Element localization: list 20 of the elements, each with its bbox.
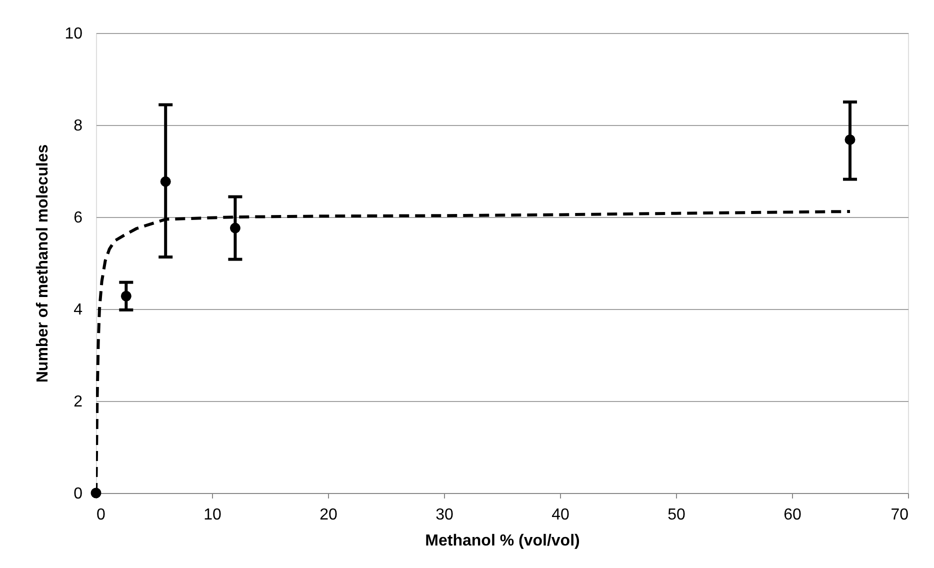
x-tick-label: 30	[436, 506, 454, 524]
y-tick-label: 8	[74, 118, 83, 134]
x-tick-label: 70	[890, 506, 909, 524]
point	[160, 176, 171, 187]
point	[120, 290, 132, 302]
y-tick-label: 10	[64, 26, 83, 42]
point	[230, 222, 240, 234]
x-tick-label: 50	[668, 506, 686, 524]
x-tick-label: 0	[96, 506, 106, 524]
point	[844, 134, 856, 145]
x-tick-label: 10	[204, 506, 222, 524]
y-tick-label: 6	[74, 210, 83, 226]
x-tick-label: 40	[552, 506, 570, 524]
y-tick-label: 0	[74, 486, 83, 502]
x-tick-label: 60	[784, 506, 802, 524]
y-axis-title: Number of methanol molecules	[34, 144, 52, 383]
x-tick-label: 20	[320, 506, 338, 524]
x-axis-title: Methanol % (vol/vol)	[425, 532, 580, 550]
y-tick-label: 4	[74, 302, 83, 318]
y-tick-label: 2	[74, 394, 83, 410]
